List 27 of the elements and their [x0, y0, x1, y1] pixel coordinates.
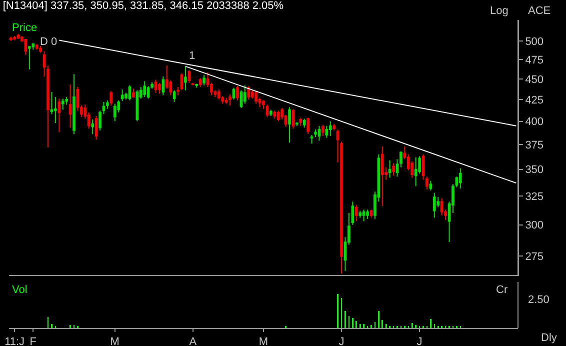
chart-title: [N13404] 337.35, 350.95, 331.85, 346.15 2033388 2.05%	[2, 0, 284, 12]
y-tick-label: 450	[525, 74, 544, 86]
y-tick-label: 500	[525, 36, 544, 48]
annotation: 1	[189, 50, 196, 62]
annotation: Vol	[12, 284, 28, 296]
y-tick-label: 325	[525, 190, 544, 203]
text: 2.50	[528, 294, 550, 306]
annotation: D 0	[40, 36, 58, 48]
y-tick-label: 300	[525, 220, 544, 232]
y-tick-label: 375	[525, 139, 544, 152]
text: ACE	[528, 5, 551, 17]
x-tick-label: M	[258, 336, 268, 346]
x-tick-label: J	[416, 336, 422, 346]
y-tick-label: 425	[525, 94, 544, 106]
y-tick-label: 350	[525, 164, 544, 176]
annotation: Price	[12, 22, 38, 34]
text: Log	[490, 5, 508, 17]
text: Dly	[541, 332, 558, 344]
y-tick-label: 275	[525, 251, 544, 264]
y-tick-label: 475	[525, 54, 544, 66]
x-tick-label: A	[189, 336, 198, 346]
x-tick-label: 11:J	[4, 336, 25, 346]
annotation: Cr	[496, 284, 508, 296]
x-tick-label: J	[338, 336, 344, 346]
x-tick-label: M	[110, 336, 120, 346]
y-tick-label: 400	[525, 116, 544, 128]
x-tick-label: F	[30, 336, 37, 346]
